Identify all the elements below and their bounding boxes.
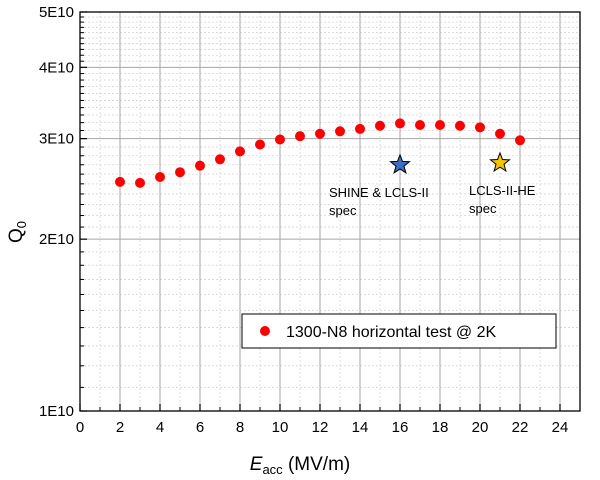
- spec-label-line: LCLS-II-HE: [469, 183, 536, 198]
- x-tick-label: 18: [432, 419, 449, 436]
- data-point: [155, 171, 165, 182]
- legend: 1300-N8 horizontal test @ 2K: [241, 313, 557, 349]
- axis-ticks: [79, 11, 561, 412]
- spec-markers: [389, 151, 511, 175]
- data-point: [315, 128, 325, 139]
- legend-label: 1300-N8 horizontal test @ 2K: [286, 324, 496, 341]
- data-point: [435, 119, 445, 130]
- y-tick-label: 5E10: [39, 4, 74, 21]
- x-tick-label: 20: [472, 419, 489, 436]
- shine-lcls-ii-spec-star: [389, 153, 411, 175]
- y-axis-title-main: Q: [6, 228, 27, 243]
- x-tick-label: 0: [76, 419, 84, 436]
- data-point: [335, 126, 345, 137]
- x-tick-label: 16: [392, 419, 409, 436]
- data-point: [275, 134, 285, 145]
- x-tick-label: 22: [512, 419, 529, 436]
- data-points: [115, 118, 525, 188]
- x-axis-title-unit: (MV/m): [283, 454, 351, 475]
- data-point: [515, 135, 525, 146]
- data-point: [255, 139, 265, 150]
- data-point: [115, 176, 125, 187]
- x-tick-label: 24: [552, 419, 569, 436]
- spec-label-line: spec: [469, 201, 497, 216]
- y-tick-labels: 1E10 2E10 3E10 4E10 5E10: [39, 4, 74, 420]
- spec-labels: SHINE & LCLS-II spec LCLS-II-HE spec: [329, 183, 536, 218]
- y-axis-title-subscript: 0: [14, 221, 29, 228]
- data-point: [295, 131, 305, 142]
- data-point: [495, 128, 505, 139]
- y-tick-label: 4E10: [39, 59, 74, 76]
- y-tick-label: 3E10: [39, 131, 74, 148]
- legend-marker: [260, 326, 270, 336]
- spec-label-line: SHINE & LCLS-II: [329, 185, 429, 200]
- x-tick-label: 8: [236, 419, 244, 436]
- data-point: [135, 177, 145, 188]
- x-axis-title-subscript: acc: [262, 462, 283, 477]
- data-point: [195, 160, 205, 171]
- x-tick-label: 6: [196, 419, 204, 436]
- lcls-ii-he-spec-star: [489, 151, 511, 173]
- x-tick-label: 14: [352, 419, 369, 436]
- y-axis-title: Q0: [6, 221, 29, 243]
- x-axis-title-main: E: [250, 454, 263, 475]
- y-tick-label: 2E10: [39, 231, 74, 248]
- data-point: [375, 120, 385, 131]
- data-point: [215, 154, 225, 165]
- spec-label-line: spec: [329, 203, 357, 218]
- data-point: [475, 122, 485, 133]
- data-point: [355, 123, 365, 134]
- data-point: [455, 120, 465, 131]
- data-point: [175, 167, 185, 178]
- x-tick-label: 4: [156, 419, 164, 436]
- plot-frame: [79, 11, 581, 412]
- x-tick-label: 2: [116, 419, 124, 436]
- x-axis-title: Eacc (MV/m): [250, 454, 350, 477]
- x-tick-label: 12: [312, 419, 329, 436]
- data-point: [395, 118, 405, 129]
- x-tick-label: 10: [272, 419, 289, 436]
- legend-box: [241, 313, 557, 349]
- x-tick-labels: 0 2 4 6 8 10 12 14 16 18 20 22 24: [76, 419, 569, 436]
- data-point: [415, 119, 425, 130]
- y-tick-label: 1E10: [39, 403, 74, 420]
- data-point: [235, 146, 245, 157]
